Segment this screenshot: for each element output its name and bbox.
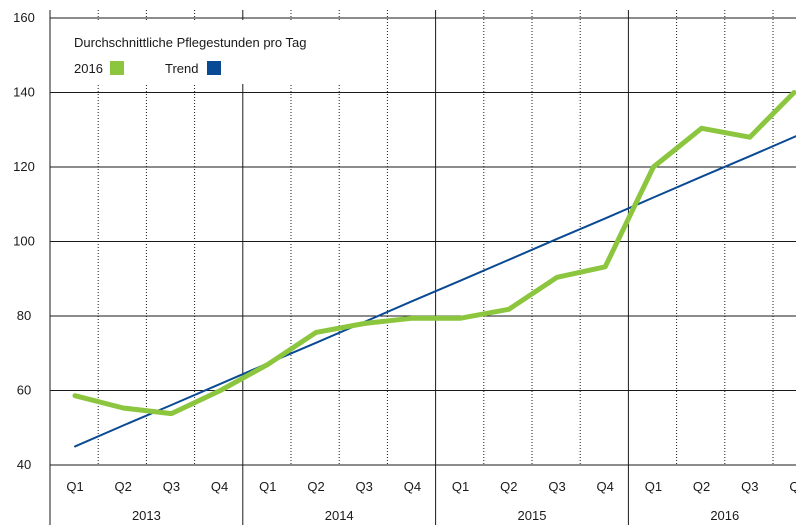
x-tick-label-quarter: Q3 — [741, 479, 758, 494]
y-tick-label: 80 — [17, 308, 31, 323]
legend-label-series-1: 2016 — [74, 61, 103, 76]
y-tick-label: 100 — [13, 234, 35, 249]
legend-swatch-series-1 — [110, 61, 124, 75]
legend-swatch-series-2 — [207, 61, 221, 75]
x-tick-label-quarter: Q2 — [693, 479, 710, 494]
y-tick-label: 140 — [13, 85, 35, 100]
series-line-2016 — [72, 90, 796, 417]
grid — [49, 10, 796, 525]
x-tick-label-quarter: Q1 — [645, 479, 662, 494]
x-tick-label-year: 2013 — [132, 508, 161, 523]
legend: Durchschnittliche Pflegestunden pro Tag … — [58, 20, 373, 84]
x-axis-ticks: Q1 Q2 Q3 Q4 Q1 Q2 Q3 Q4 Q1 Q2 Q3 Q4 Q1 Q2 Q3 Q4 2013 2014… — [66, 479, 796, 523]
x-tick-label-quarter: Q4 — [597, 479, 614, 494]
x-tick-label-year: 2015 — [518, 508, 547, 523]
x-tick-label-quarter: Q4 — [404, 479, 421, 494]
x-tick-label-quarter: Q1 — [66, 479, 83, 494]
x-tick-label-quarter: Q3 — [356, 479, 373, 494]
x-tick-label-quarter: Q4 — [211, 479, 228, 494]
x-tick-label-quarter: Q1 — [259, 479, 276, 494]
chart-title: Durchschnittliche Pflegestunden pro Tag — [74, 35, 306, 50]
y-axis-ticks: 40 60 80 100 120 140 160 — [13, 10, 35, 472]
x-tick-label-quarter: Q2 — [500, 479, 517, 494]
y-tick-label: 120 — [13, 159, 35, 174]
x-tick-label-quarter: Q4 — [789, 479, 796, 494]
y-tick-label: 60 — [17, 383, 31, 398]
legend-label-series-2: Trend — [165, 61, 198, 76]
x-tick-label-quarter: Q1 — [452, 479, 469, 494]
x-tick-label-quarter: Q2 — [115, 479, 132, 494]
x-tick-label-year: 2016 — [710, 508, 739, 523]
x-tick-label-quarter: Q3 — [548, 479, 565, 494]
x-tick-label-quarter: Q2 — [307, 479, 324, 494]
x-tick-label-quarter: Q3 — [163, 479, 180, 494]
y-tick-label: 160 — [13, 10, 35, 25]
series-lines — [72, 90, 796, 448]
series-line-trend — [74, 135, 796, 448]
y-tick-label: 40 — [17, 457, 31, 472]
x-tick-label-year: 2014 — [325, 508, 354, 523]
